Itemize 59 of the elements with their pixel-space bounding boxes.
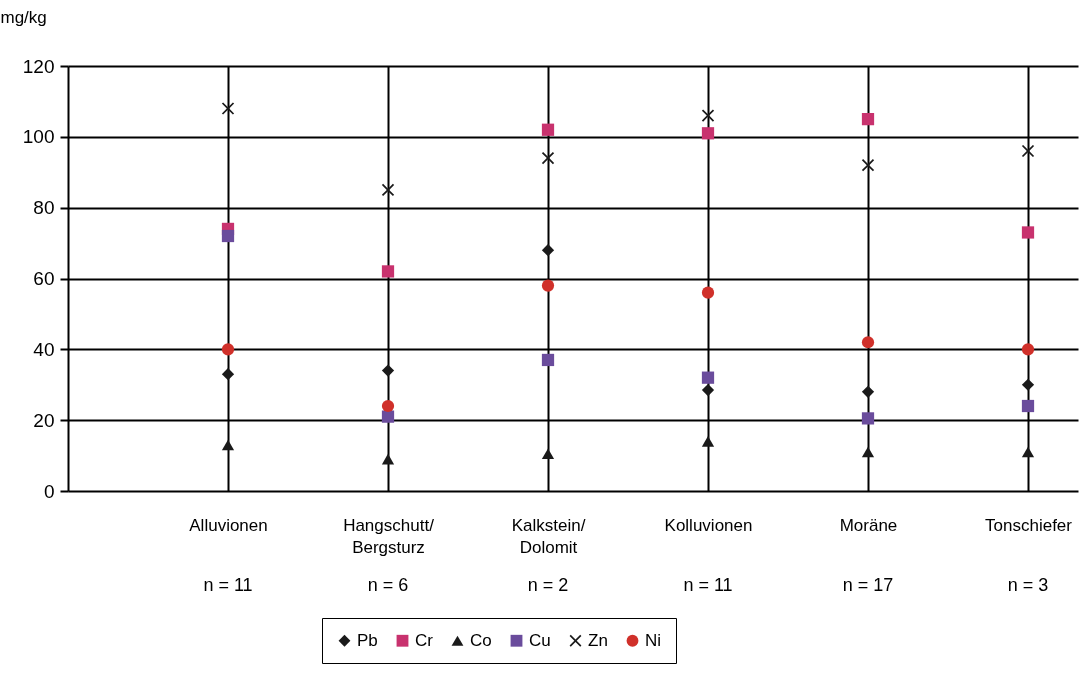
x-tick-label: Kalkstein/ Dolomit — [511, 515, 586, 557]
legend-label: Cr — [415, 630, 434, 650]
point — [221, 368, 235, 381]
point — [541, 353, 555, 367]
y-tick-label: 0 — [43, 480, 55, 502]
point — [221, 343, 235, 356]
point — [381, 265, 395, 278]
point — [381, 410, 395, 423]
text: n = 2 — [527, 575, 569, 595]
point — [701, 127, 715, 140]
y-tick-label: 20 — [33, 409, 55, 431]
legend-label: Zn — [588, 630, 608, 650]
y-tick-label: 60 — [33, 268, 55, 289]
point — [861, 336, 875, 349]
point — [1021, 378, 1035, 391]
text: n = 17 — [842, 575, 894, 595]
point — [381, 399, 395, 413]
y-tick-label: 120 — [22, 55, 55, 77]
point — [861, 113, 875, 126]
point — [541, 123, 555, 136]
legend-label: Co — [470, 630, 492, 650]
point — [1021, 446, 1035, 458]
legend-label: Pb — [357, 630, 378, 650]
text: n = 6 — [367, 575, 409, 595]
point — [1021, 343, 1035, 356]
x-tick-label: Kolluvionen — [664, 515, 753, 535]
point — [541, 244, 555, 257]
point — [701, 383, 715, 397]
point — [861, 412, 875, 425]
point — [701, 286, 715, 299]
point — [1021, 144, 1035, 158]
point — [701, 371, 715, 384]
point — [541, 448, 555, 460]
point — [861, 385, 875, 398]
point — [221, 439, 235, 451]
point — [541, 151, 555, 165]
y-tick-label: 80 — [33, 197, 55, 219]
legend-label: Ni — [645, 630, 662, 650]
text: n = 11 — [203, 575, 253, 595]
point — [221, 229, 235, 243]
point — [541, 279, 555, 292]
y-tick-label: 100 — [22, 126, 55, 148]
point — [381, 453, 395, 465]
x-tick-label: Hangschutt/ Bergsturz — [343, 515, 435, 557]
y-axis-title: mg/kg — [0, 7, 47, 27]
legend-label: Cu — [529, 630, 551, 650]
text: n = 3 — [1007, 575, 1049, 595]
x-tick-label: Tonschiefer — [985, 515, 1073, 535]
point — [381, 183, 395, 197]
point — [861, 446, 875, 458]
text: n = 11 — [683, 575, 733, 595]
point — [1021, 226, 1035, 239]
point — [861, 159, 875, 172]
y-tick-label: 40 — [33, 338, 55, 360]
point — [1021, 399, 1035, 413]
point — [701, 436, 715, 447]
x-tick-label: Alluvionen — [189, 515, 268, 535]
point — [381, 364, 395, 377]
x-tick-label: Moräne — [839, 515, 898, 535]
